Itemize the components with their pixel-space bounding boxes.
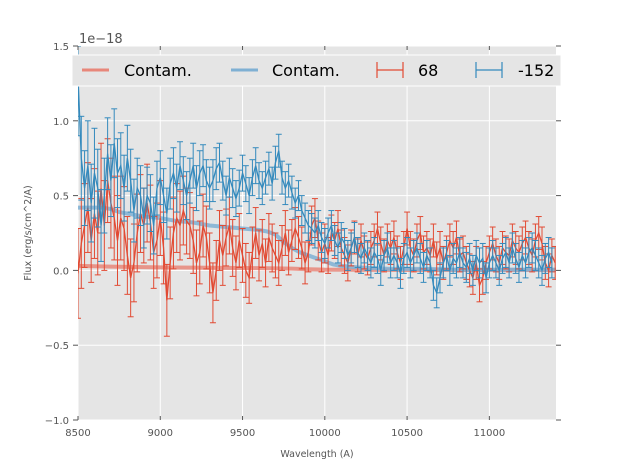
legend-errorbar-icon-68 (376, 62, 404, 78)
y-tick-label: −1.0 (45, 416, 69, 427)
legend-label-contam-red: Contam. (124, 61, 192, 80)
x-tick-label: 10000 (309, 428, 341, 439)
y-tick-label: 0.5 (53, 192, 69, 203)
x-tick-label: 8500 (65, 428, 90, 439)
legend-entry-contam-red: Contam. (82, 61, 192, 80)
y-tick-label: 0.0 (53, 266, 69, 277)
x-axis-label: Wavelength (A) (280, 449, 353, 460)
y-offset-label: 1e−18 (79, 32, 123, 47)
y-tick-label: −0.5 (45, 341, 69, 352)
legend-entry-contam-blue: Contam. (231, 61, 340, 80)
data-series (78, 46, 556, 337)
legend-label-68: 68 (418, 61, 438, 80)
y-tick-label: 1.0 (53, 117, 69, 128)
series-line (78, 75, 553, 295)
x-tick-label: 9500 (230, 428, 255, 439)
legend-label-152: -152 (518, 61, 554, 80)
x-tick-label: 11000 (473, 428, 505, 439)
legend-errorbar-icon-152 (475, 62, 503, 78)
y-tick-label: 1.5 (53, 42, 69, 53)
legend-entry-152: -152 (475, 61, 554, 80)
x-tick-label: 9000 (148, 428, 173, 439)
x-tick-label: 10500 (391, 428, 423, 439)
y-axis-label: Flux (erg/s/cm^2/A) (23, 185, 34, 280)
legend-label-contam-blue: Contam. (272, 61, 340, 80)
legend: Contam. Contam. 68 -152 (71, 54, 562, 87)
legend-entry-68: 68 (376, 61, 438, 80)
series-152 (78, 46, 555, 309)
axes: 8500 9000 9500 10000 10500 11000 −1.0 −0.5 0.0 0.… (45, 42, 561, 439)
